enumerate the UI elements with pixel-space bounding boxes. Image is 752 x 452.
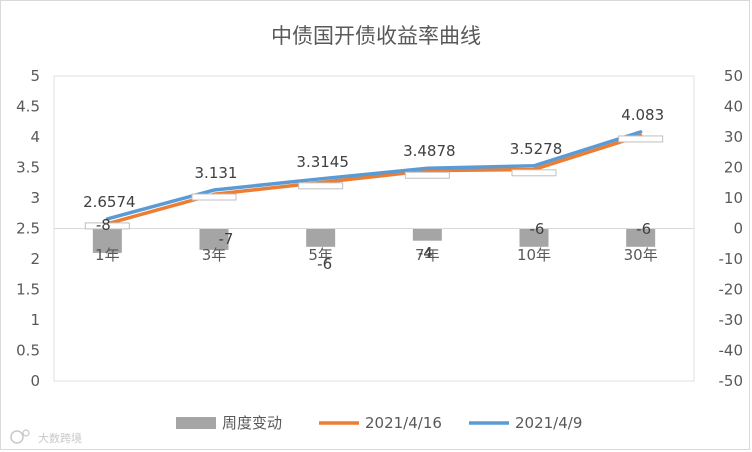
y-right-tick-label: -40 <box>719 342 744 360</box>
y-left-tick-label: 2.5 <box>16 220 40 238</box>
y-right-tick-label: -50 <box>719 372 744 390</box>
bar-data-label: -7 <box>219 230 234 248</box>
logo-icon <box>10 429 30 444</box>
bar-label-box <box>404 171 450 179</box>
y-left-tick-label: 4.5 <box>16 98 40 116</box>
y-left-tick-label: 2 <box>30 250 40 268</box>
bar <box>306 228 336 247</box>
bar <box>412 228 442 241</box>
y-left-tick-label: 1.5 <box>16 281 40 299</box>
bar <box>199 228 229 250</box>
category-label: 5年 <box>308 246 333 264</box>
line-data-label: 2.6574 <box>83 193 136 211</box>
legend-label: 2021/4/16 <box>365 414 442 432</box>
y-left-tick-label: 0.5 <box>16 342 40 360</box>
plot-area: 0 0.5 1 1.5 2 2.5 3 3.5 4 4.5 5 -50 -40 -30 -20 -10 0 10 2… <box>16 67 743 390</box>
line-data-label: 4.083 <box>621 106 664 124</box>
y-right-tick-label: -30 <box>719 311 744 329</box>
bar-label-box <box>618 135 664 143</box>
line-data-label: 3.5278 <box>510 140 563 158</box>
y-right-tick-label: -10 <box>719 250 744 268</box>
y-left-tick-label: 3.5 <box>16 159 40 177</box>
bar <box>92 228 122 253</box>
legend-label: 周度变动 <box>222 414 282 432</box>
category-label: 1年 <box>95 246 120 264</box>
legend: 周度变动 2021/4/16 2021/4/9 <box>176 414 582 432</box>
y-right-tick-label: 30 <box>724 128 743 146</box>
category-label: 10年 <box>517 246 551 264</box>
bar-data-label: -6 <box>530 220 545 238</box>
y-right-tick-label: 20 <box>724 159 743 177</box>
category-label: 30年 <box>624 246 658 264</box>
bar-data-label: -8 <box>96 216 111 234</box>
legend-label: 2021/4/9 <box>515 414 582 432</box>
bar-label-box <box>511 169 557 177</box>
line-data-label: 3.131 <box>195 164 238 182</box>
y-right-tick-label: 10 <box>724 189 743 207</box>
y-right-tick-label: 40 <box>724 98 743 116</box>
line-data-label: 3.4878 <box>403 142 456 160</box>
watermark-text: 大数跨境 <box>38 431 82 445</box>
bar-label-box <box>84 222 130 230</box>
y-right-tick-label: -20 <box>719 281 744 299</box>
y-left-tick-label: 5 <box>30 67 40 85</box>
line-data-label: 3.3145 <box>296 153 349 171</box>
bar-data-label: -6 <box>636 220 651 238</box>
y-right-tick-label: 0 <box>733 220 743 238</box>
y-left-tick-label: 3 <box>30 189 40 207</box>
bar-data-label: -4 <box>418 244 433 262</box>
bar <box>519 228 549 247</box>
bar-label-box <box>298 182 344 190</box>
bar-label-box <box>191 193 237 201</box>
y-left-tick-label: 1 <box>30 311 40 329</box>
y-right-tick-label: 50 <box>724 67 743 85</box>
y-left-tick-label: 0 <box>30 372 40 390</box>
category-label: 3年 <box>202 246 227 264</box>
bar <box>626 228 656 247</box>
category-label: 7年 <box>415 246 440 264</box>
y-left-tick-label: 4 <box>30 128 40 146</box>
chart-title: 中债国开债收益率曲线 <box>271 24 481 48</box>
watermark: 大数跨境 <box>10 429 82 445</box>
legend-swatch <box>176 417 216 429</box>
bar-data-label: -6 <box>317 255 332 273</box>
